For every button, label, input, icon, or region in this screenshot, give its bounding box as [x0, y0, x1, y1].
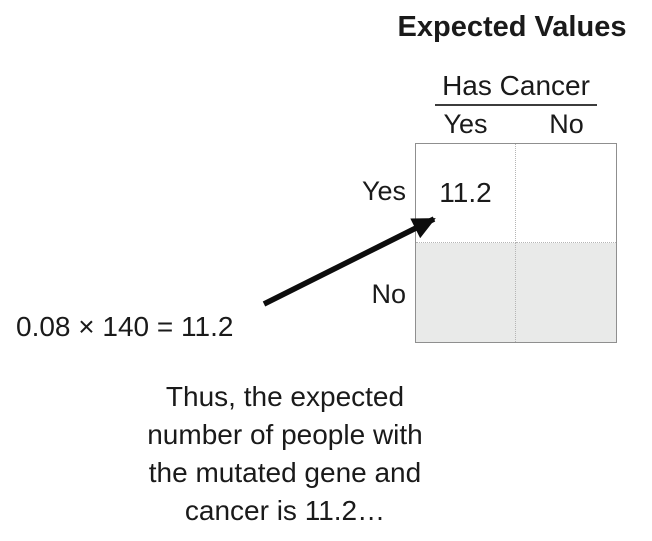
column-header-yes: Yes [443, 109, 488, 139]
caption-line: the mutated gene and [148, 457, 422, 488]
row-label-yes: Yes [361, 176, 406, 206]
caption-line: number of people with [147, 419, 423, 450]
table-cell-no-no [516, 243, 616, 342]
row-label-no: No [371, 279, 406, 309]
caption-line: cancer is 11.2… [184, 495, 386, 526]
column-group-header: Has Cancer [415, 70, 617, 106]
expected-values-table: 11.2 [415, 143, 617, 343]
caption-line: Thus, the expected [165, 381, 405, 412]
table-cell-yes-no [516, 144, 616, 243]
page-title: Expected Values [397, 11, 627, 43]
table-cell-no-yes [416, 243, 516, 342]
column-group-label: Has Cancer [435, 70, 597, 106]
caption-text: Thus, the expected number of people with… [99, 378, 471, 530]
column-headers-row: Yes No [415, 109, 617, 140]
column-header-no: No [549, 109, 584, 139]
table-cell-yes-yes: 11.2 [416, 144, 516, 243]
calculation-formula: 0.08 × 140 = 11.2 [16, 311, 234, 342]
